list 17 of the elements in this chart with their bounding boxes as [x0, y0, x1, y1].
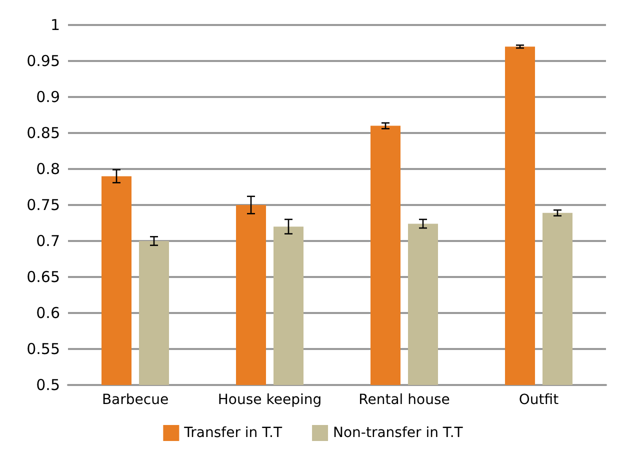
legend-label: Non-transfer in T.T [333, 425, 464, 441]
y-tick-label: 1 [50, 16, 60, 34]
y-tick-label: 0.85 [26, 124, 60, 142]
y-tick-label: 0.95 [26, 52, 60, 70]
y-tick-label: 0.75 [26, 196, 60, 214]
x-tick-label: Rental house [358, 392, 450, 408]
x-tick-label: House keeping [218, 392, 322, 408]
y-tick-label: 0.55 [26, 340, 60, 358]
x-tick-label: Outfit [518, 392, 560, 408]
y-tick-label: 0.9 [36, 88, 60, 106]
y-tick-label: 0.7 [36, 232, 60, 250]
x-tick-label: Barbecue [102, 392, 169, 408]
y-tick-label: 0.8 [36, 160, 60, 178]
y-tick-label: 0.5 [36, 376, 60, 394]
y-tick-label: 0.65 [26, 268, 60, 286]
legend-label: Transfer in T.T [183, 425, 282, 441]
y-tick-label: 0.6 [36, 304, 60, 322]
